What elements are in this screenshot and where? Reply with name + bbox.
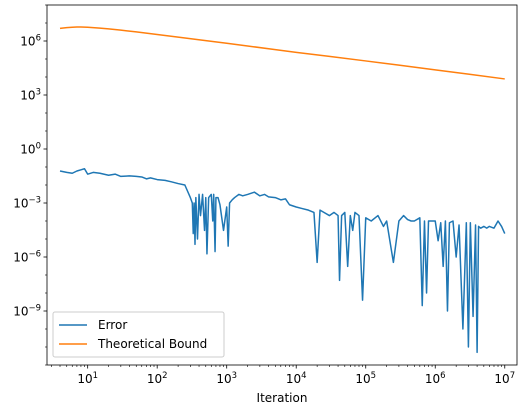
x-tick-label: 101 bbox=[77, 371, 98, 386]
y-tick-label: 10−6 bbox=[13, 250, 41, 265]
x-axis-label: Iteration bbox=[257, 391, 308, 405]
legend-error-label: Error bbox=[98, 318, 127, 332]
series-line-error bbox=[59, 167, 506, 354]
legend-box bbox=[52, 311, 225, 358]
theoretical-bound-series bbox=[59, 26, 505, 80]
legend-bound-label: Theoretical Bound bbox=[97, 337, 207, 351]
y-tick-label: 103 bbox=[20, 88, 41, 103]
y-tick-label: 100 bbox=[20, 142, 41, 157]
y-tick-label: 10−9 bbox=[13, 304, 41, 319]
x-tick-label: 106 bbox=[425, 371, 446, 386]
x-tick-label: 102 bbox=[147, 371, 168, 386]
y-tick-label: 106 bbox=[20, 34, 41, 49]
x-tick-label: 107 bbox=[494, 371, 515, 386]
axes-frame bbox=[46, 4, 518, 366]
series-line-theoretical-bound bbox=[59, 26, 505, 80]
error-series bbox=[59, 167, 506, 354]
legend: Error Theoretical Bound bbox=[52, 311, 225, 358]
x-tick-label: 104 bbox=[286, 371, 307, 386]
x-tick-label: 105 bbox=[355, 371, 376, 386]
x-tick-label: 103 bbox=[216, 371, 237, 386]
x-axis-ticks: 101 102 103 104 105 106 107 bbox=[51, 365, 515, 386]
y-tick-label: 10−3 bbox=[13, 196, 41, 211]
y-axis-ticks: 106 103 100 10−3 10−6 10−9 bbox=[13, 4, 47, 366]
